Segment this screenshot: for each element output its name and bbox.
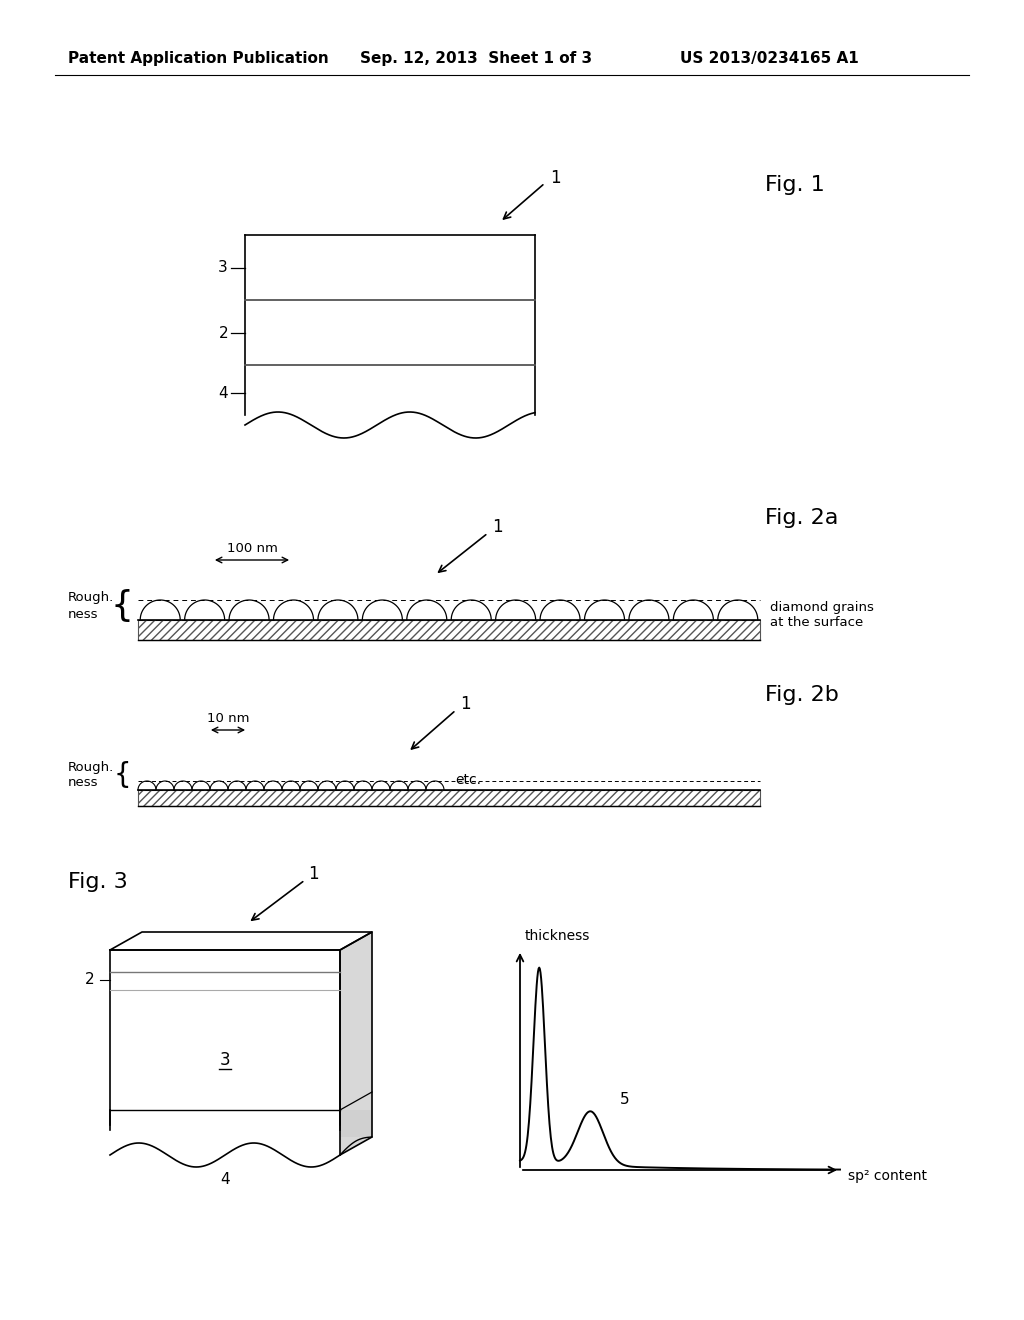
- Text: US 2013/0234165 A1: US 2013/0234165 A1: [680, 50, 859, 66]
- Text: ness: ness: [68, 607, 98, 620]
- Text: {: {: [111, 589, 133, 623]
- Text: at the surface: at the surface: [770, 615, 863, 628]
- Text: sp² content: sp² content: [848, 1170, 927, 1183]
- Text: 1: 1: [550, 169, 560, 187]
- Text: 1: 1: [492, 517, 503, 536]
- Text: 2: 2: [218, 326, 228, 341]
- Text: 5: 5: [620, 1092, 629, 1107]
- Text: Rough.: Rough.: [68, 760, 115, 774]
- Bar: [110, 950, 340, 1155]
- Text: Fig. 2a: Fig. 2a: [765, 508, 839, 528]
- Text: 4: 4: [218, 385, 228, 400]
- Text: Patent Application Publication: Patent Application Publication: [68, 50, 329, 66]
- Text: thickness: thickness: [525, 929, 591, 942]
- Bar: [245, 235, 535, 425]
- Polygon shape: [110, 932, 372, 950]
- Text: 100 nm: 100 nm: [226, 541, 278, 554]
- Text: 4: 4: [220, 1172, 229, 1188]
- Text: Fig. 1: Fig. 1: [765, 176, 824, 195]
- Text: 1: 1: [460, 696, 471, 713]
- Text: 3: 3: [220, 1051, 230, 1069]
- Text: Sep. 12, 2013  Sheet 1 of 3: Sep. 12, 2013 Sheet 1 of 3: [360, 50, 592, 66]
- Bar: [340, 1110, 372, 1137]
- Text: 10 nm: 10 nm: [207, 711, 249, 725]
- Text: Rough.: Rough.: [68, 591, 115, 605]
- Bar: [110, 1115, 340, 1155]
- Bar: [138, 789, 760, 807]
- Text: ness: ness: [68, 776, 98, 789]
- Text: {: {: [114, 762, 131, 789]
- Text: Fig. 2b: Fig. 2b: [765, 685, 839, 705]
- Text: 1: 1: [308, 865, 318, 883]
- Text: Fig. 3: Fig. 3: [68, 873, 128, 892]
- Text: 3: 3: [218, 260, 228, 276]
- Text: diamond grains: diamond grains: [770, 601, 873, 614]
- Polygon shape: [340, 932, 372, 1155]
- Text: etc.: etc.: [455, 774, 481, 787]
- Text: 2: 2: [85, 973, 95, 987]
- Bar: [138, 620, 760, 640]
